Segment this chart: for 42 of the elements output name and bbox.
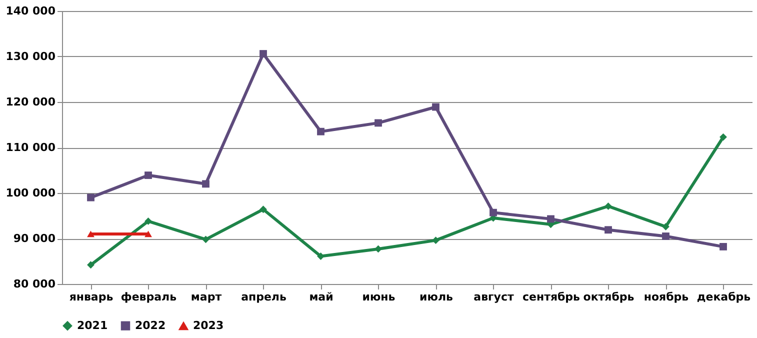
point [144,218,152,225]
point [87,261,94,269]
point [317,128,324,136]
x-tick-label: декабрь [696,290,751,304]
point [260,50,267,58]
x-tick-label: март [190,290,222,304]
x-tick-label: сентябрь [522,290,580,304]
x-tick-label: июль [420,290,453,304]
point [432,236,440,244]
point [604,202,612,210]
point [720,242,727,250]
x-tick-label: август [474,290,514,304]
point [547,215,554,223]
x-tick-label: июнь [362,290,396,304]
point [202,180,210,188]
x-tick-label: май [309,290,334,304]
point [317,252,324,260]
x-tick-label: октябрь [583,290,634,304]
point [662,222,670,230]
point [202,236,210,244]
legend-label: 2021 [77,318,108,332]
x-tick-label: февраль [120,290,177,304]
y-tick-label: 130 000 [6,50,56,63]
point [374,119,382,127]
legend-label: 2023 [193,319,224,332]
x-tick-label: ноябрь [644,290,689,304]
x-tick-label: январь [69,290,114,304]
y-tick-label: 120 000 [6,96,56,108]
point [144,172,152,179]
legend-label: 2022 [135,318,166,332]
y-tick-label: 140 000 [6,4,56,18]
x-tick-label: апрель [241,290,286,304]
y-tick-label: 110 000 [6,141,56,154]
y-tick-label: 100 000 [6,186,56,200]
y-tick-label: 80 000 [13,278,56,290]
point [432,103,440,111]
point [490,208,497,216]
point [604,226,612,234]
point [87,194,94,202]
point [662,232,670,240]
point [260,206,267,214]
y-tick-label: 90 000 [13,232,56,245]
